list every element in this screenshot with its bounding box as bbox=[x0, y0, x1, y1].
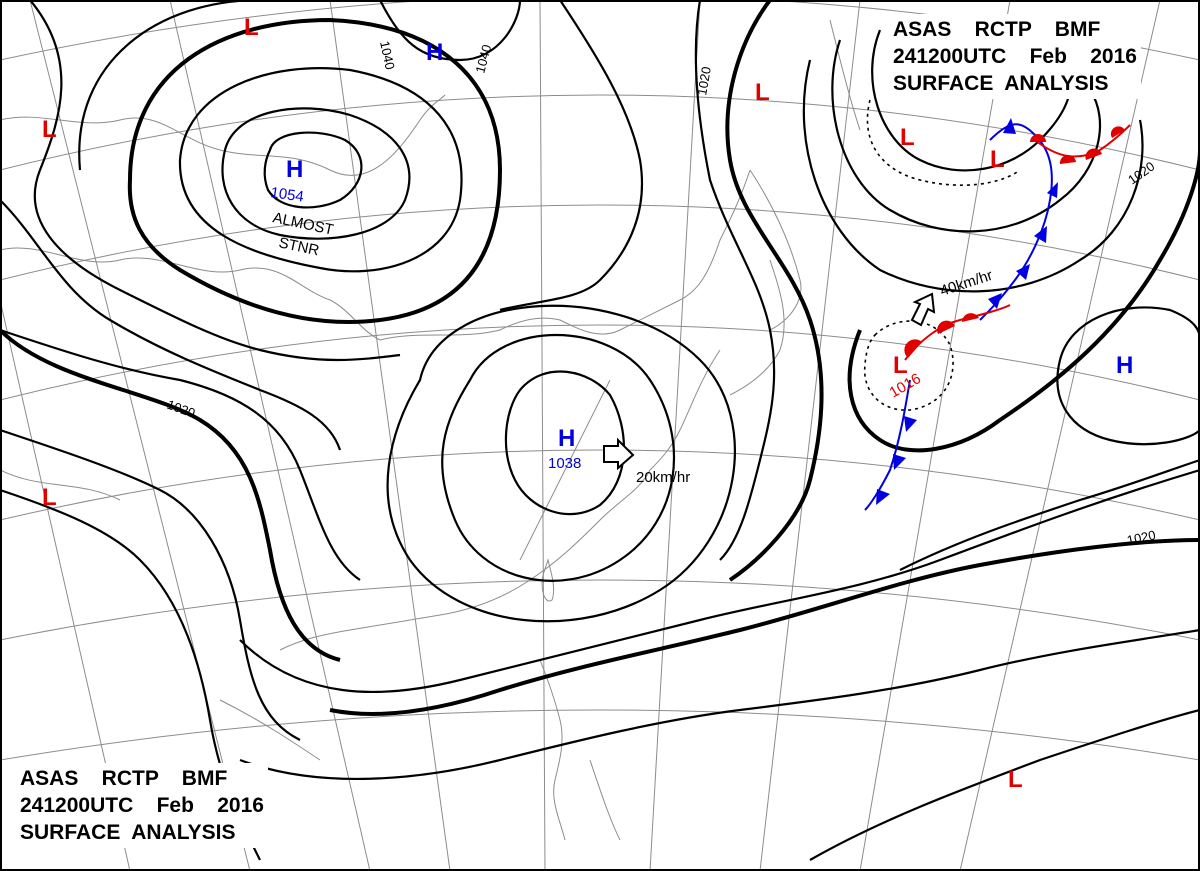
isobar bbox=[499, 0, 643, 312]
cold-front-triangle bbox=[904, 416, 917, 432]
isobar bbox=[0, 199, 342, 451]
isobar bbox=[441, 333, 676, 582]
warm-front-semicircle bbox=[1030, 134, 1046, 142]
isobar bbox=[899, 458, 1200, 571]
isobar bbox=[871, 29, 1072, 172]
isobar-label: 1020 bbox=[1126, 527, 1157, 548]
warm-front bbox=[1034, 124, 1131, 158]
isobar bbox=[127, 17, 503, 324]
isobar bbox=[0, 328, 361, 581]
isobar bbox=[847, 149, 1200, 453]
isobar bbox=[809, 708, 1200, 861]
high-symbol: H bbox=[558, 425, 575, 452]
isobar bbox=[178, 67, 463, 273]
warm-front-semicircle bbox=[1110, 126, 1125, 138]
motion-arrow bbox=[910, 292, 936, 327]
header-line-title: SURFACE ANALYSIS bbox=[20, 821, 236, 844]
isobar bbox=[221, 107, 411, 240]
isobar-dotted bbox=[866, 99, 1021, 186]
warm-front-semicircle bbox=[1059, 154, 1076, 164]
isobar bbox=[386, 304, 736, 623]
isobar bbox=[1056, 306, 1200, 446]
header-line-title: SURFACE ANALYSIS bbox=[893, 72, 1109, 95]
cold-front-triangle bbox=[1047, 182, 1058, 198]
isobar bbox=[263, 131, 363, 209]
cold-front-triangle bbox=[1016, 264, 1030, 280]
isobar bbox=[725, 0, 824, 582]
low-symbol: L bbox=[990, 146, 1005, 173]
header-line-product: ASAS RCTP BMF bbox=[20, 767, 228, 790]
warm-front-semicircle bbox=[904, 339, 922, 358]
high-symbol: H bbox=[426, 39, 443, 66]
isobar bbox=[29, 0, 401, 362]
isobar-dotted bbox=[863, 320, 954, 411]
isobar bbox=[379, 0, 522, 62]
header-line-time: 241200UTC Feb 2016 bbox=[893, 45, 1137, 68]
low-symbol: L bbox=[900, 124, 915, 151]
low-symbol: L bbox=[893, 352, 908, 379]
pressure-value: 1038 bbox=[548, 455, 581, 472]
isobar bbox=[78, 0, 261, 171]
warm-front-semicircle bbox=[1085, 148, 1102, 160]
isobar-label: 1020 bbox=[694, 65, 714, 96]
isobar-label: 1040 bbox=[377, 40, 398, 71]
isobar bbox=[0, 328, 341, 662]
motion-arrow bbox=[603, 437, 635, 471]
isobar bbox=[802, 59, 1144, 293]
motion-speed: 20km/hr bbox=[636, 469, 690, 486]
isobar bbox=[694, 0, 776, 561]
low-symbol: L bbox=[755, 79, 770, 106]
fronts bbox=[864, 118, 1131, 511]
isobar bbox=[239, 468, 1200, 694]
coastlines bbox=[0, 19, 861, 841]
isobar-label: 1040 bbox=[472, 43, 494, 75]
pressure-value: 1054 bbox=[269, 184, 304, 205]
cold-front-triangle bbox=[1034, 226, 1047, 243]
cold-front-triangle bbox=[876, 489, 890, 505]
cold-front-triangle bbox=[988, 293, 1002, 309]
warm-front-semicircle bbox=[962, 313, 979, 322]
header-line-product: ASAS RCTP BMF bbox=[893, 18, 1101, 41]
low-symbol: L bbox=[42, 116, 57, 143]
low-symbol: L bbox=[42, 484, 57, 511]
map-header-top: ASAS RCTP BMF 241200UTC Feb 2016 SURFACE… bbox=[889, 14, 1141, 99]
pressure-symbols: H H H H L L L L L L L L bbox=[42, 14, 1133, 793]
cold-front bbox=[864, 379, 911, 511]
isobar bbox=[239, 628, 1200, 781]
warm-front-semicircle bbox=[937, 320, 955, 334]
low-symbol: L bbox=[1008, 766, 1023, 793]
high-symbol: H bbox=[1116, 352, 1133, 379]
cold-front bbox=[979, 123, 1053, 321]
isobar bbox=[504, 370, 625, 516]
high-symbol: H bbox=[286, 156, 303, 183]
cold-front-triangle bbox=[893, 454, 906, 470]
cold-front-triangle bbox=[1003, 118, 1016, 134]
pressure-values: 1054 1038 1016 bbox=[269, 184, 923, 472]
low-symbol: L bbox=[244, 14, 259, 41]
motion-arrows bbox=[603, 292, 936, 471]
isobar bbox=[0, 428, 301, 741]
isobar bbox=[329, 538, 1200, 716]
map-header-bottom: ASAS RCTP BMF 241200UTC Feb 2016 SURFACE… bbox=[16, 763, 268, 848]
header-line-time: 241200UTC Feb 2016 bbox=[20, 794, 264, 817]
